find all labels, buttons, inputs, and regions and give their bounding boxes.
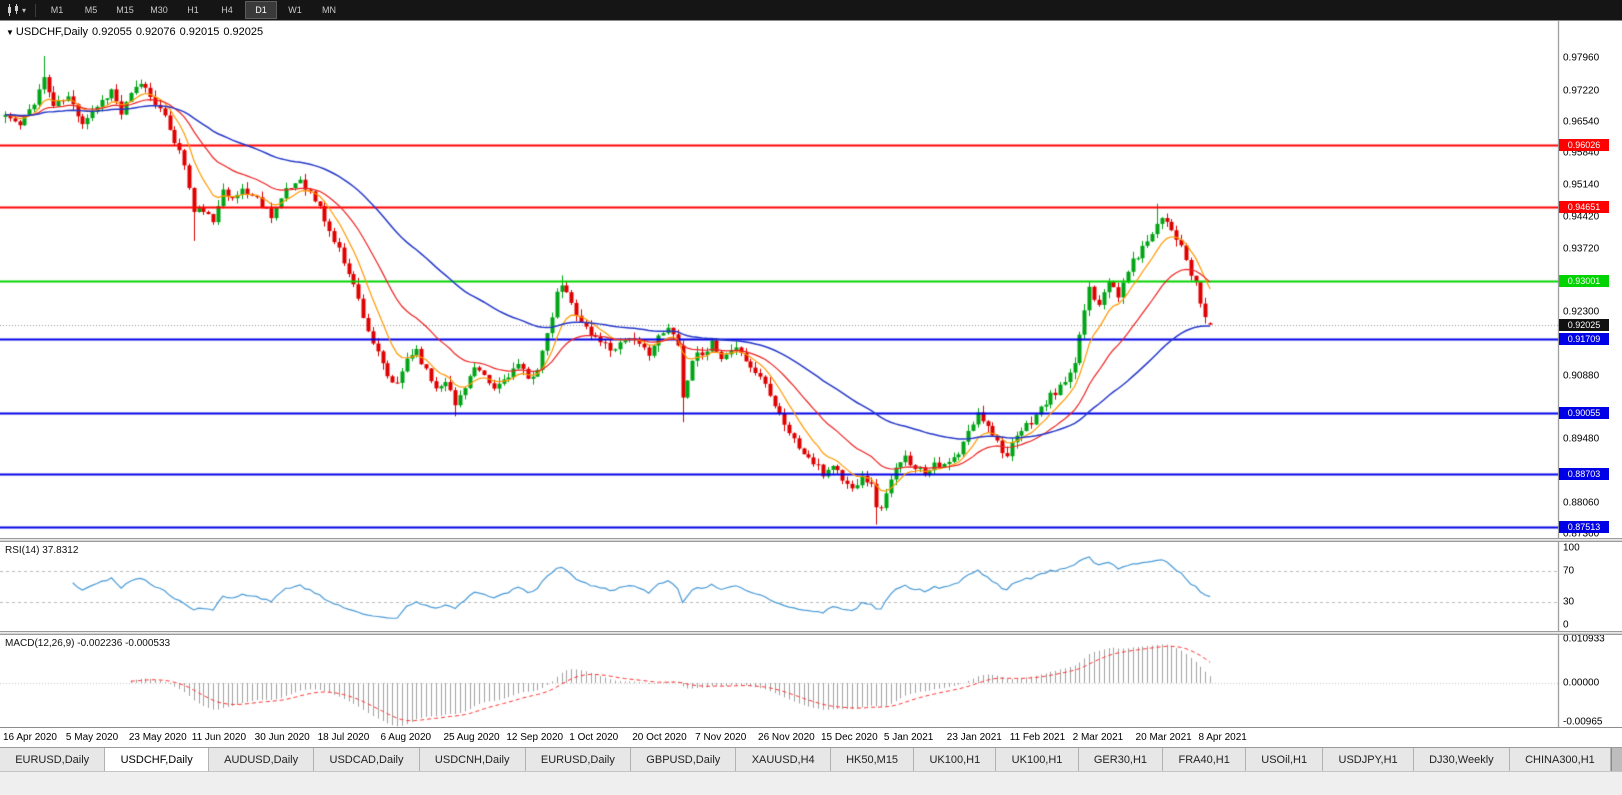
price-axis-label: 0.96540 bbox=[1563, 116, 1600, 128]
chart-tab-fra40-h1[interactable]: FRA40,H1 bbox=[1163, 748, 1247, 771]
chart-tab-bar: EURUSD,Daily USDCHF,Daily AUDUSD,Daily USDC… bbox=[0, 747, 1622, 771]
chart-tab-dj30-weekly[interactable]: DJ30,Weekly bbox=[1413, 748, 1510, 771]
time-axis-label: 20 Mar 2021 bbox=[1135, 732, 1192, 743]
rsi-axis-label: 100 bbox=[1563, 542, 1580, 554]
timeframe-button-m1[interactable]: M1 bbox=[50, 5, 64, 15]
ohlc-open: 0.92055 bbox=[92, 26, 132, 38]
macd-axis-label: -0.00965 bbox=[1563, 716, 1603, 728]
price-axis-label: 0.93720 bbox=[1563, 243, 1600, 255]
time-axis-label: 15 Dec 2020 bbox=[820, 732, 878, 743]
price-chart-canvas[interactable] bbox=[0, 21, 1622, 727]
ohlc-low: 0.92015 bbox=[179, 26, 220, 38]
rsi-axis-label: 0 bbox=[1563, 619, 1569, 631]
timeframe-button-m15[interactable]: M15 bbox=[116, 5, 134, 15]
chart-tab-usdcnh-daily[interactable]: USDCNH,Daily bbox=[419, 748, 526, 771]
price-axis-label: 0.97960 bbox=[1563, 52, 1600, 64]
level-price-badge: 0.88703 bbox=[1559, 467, 1609, 480]
level-price-badge: 0.96026 bbox=[1559, 139, 1609, 152]
time-axis[interactable]: 16 Apr 2020 5 May 2020 23 May 2020 11 Jun 2… bbox=[0, 727, 1622, 747]
rsi-indicator-label: RSI(14) 37.8312 bbox=[5, 545, 79, 556]
price-axis-label: 0.94420 bbox=[1563, 211, 1600, 223]
candlestick-chart-icon bbox=[8, 4, 18, 16]
time-axis-label: 2 Mar 2021 bbox=[1072, 732, 1124, 743]
time-axis-label: 11 Feb 2021 bbox=[1009, 732, 1066, 743]
dropdown-caret-icon: ▾ bbox=[22, 5, 27, 15]
chart-tab-usdjpy-h1[interactable]: USDJPY,H1 bbox=[1323, 748, 1414, 771]
price-axis-label: 0.97220 bbox=[1563, 85, 1600, 97]
macd-axis-label: 0.00000 bbox=[1563, 677, 1600, 689]
time-axis-label: 23 Jan 2021 bbox=[946, 732, 1002, 743]
ohlc-high: 0.92076 bbox=[135, 26, 176, 38]
timeframe-button-h1[interactable]: H1 bbox=[187, 5, 199, 15]
toolbar-separator bbox=[35, 3, 37, 17]
timeframe-button-m30[interactable]: M30 bbox=[150, 5, 168, 15]
time-axis-label: 5 May 2020 bbox=[65, 732, 119, 743]
current-price-badge: 0.92025 bbox=[1559, 318, 1609, 331]
chart-tab-ger30-h1[interactable]: GER30,H1 bbox=[1078, 748, 1164, 771]
chart-tab-usdcad-daily[interactable]: USDCAD,Daily bbox=[314, 748, 420, 771]
symbol-name: USDCHF,Daily bbox=[15, 26, 89, 38]
level-price-badge: 0.91709 bbox=[1559, 332, 1609, 345]
time-axis-label: 25 Aug 2020 bbox=[443, 732, 500, 743]
bottom-status-strip bbox=[0, 771, 1622, 795]
macd-axis-label: 0.010933 bbox=[1563, 633, 1605, 645]
price-axis-label: 0.90880 bbox=[1563, 370, 1600, 382]
level-price-badge: 0.94651 bbox=[1559, 200, 1609, 213]
time-axis-label: 23 May 2020 bbox=[128, 732, 187, 743]
chart-tab-eurusd-daily[interactable]: EURUSD,Daily bbox=[525, 748, 632, 771]
chart-tab-uk100-h1[interactable]: UK100,H1 bbox=[914, 748, 997, 771]
collapse-triangle-icon[interactable]: ▼ bbox=[6, 28, 14, 37]
chart-tab-usoil-h1[interactable]: USOil,H1 bbox=[1246, 748, 1324, 771]
macd-indicator-label: MACD(12,26,9) -0.002236 -0.000533 bbox=[5, 638, 171, 649]
price-axis-label: 0.92300 bbox=[1563, 306, 1600, 318]
chart-tab-xauusd-h4[interactable]: XAUUSD,H4 bbox=[736, 748, 831, 771]
chart-tab-gbpusd-daily[interactable]: GBPUSD,Daily bbox=[631, 748, 737, 771]
rsi-axis-label: 30 bbox=[1563, 596, 1575, 608]
level-price-badge: 0.90055 bbox=[1559, 407, 1609, 419]
time-axis-label: 1 Oct 2020 bbox=[569, 732, 619, 743]
time-axis-label: 5 Jan 2021 bbox=[883, 732, 934, 743]
time-axis-label: 12 Sep 2020 bbox=[506, 732, 564, 743]
price-axis-label: 0.95140 bbox=[1563, 179, 1600, 191]
symbol-ohlc-label: ▼ USDCHF,Daily 0.92055 0.92076 0.92015 0.9202… bbox=[6, 26, 267, 38]
chart-tab-hk50-m15[interactable]: HK50,M15 bbox=[830, 748, 915, 771]
timeframe-buttons: M1 M5 M15 M30 H1 H4 D1 W1 MN bbox=[41, 1, 345, 19]
chart-tab-eurusd-daily[interactable]: EURUSD,Daily bbox=[0, 748, 106, 771]
price-axis-label: 0.87360 bbox=[1563, 528, 1600, 540]
price-axis-label: 0.88060 bbox=[1563, 497, 1600, 509]
time-axis-label: 16 Apr 2020 bbox=[3, 732, 57, 743]
time-axis-label: 20 Oct 2020 bbox=[632, 732, 687, 743]
level-price-badge: 0.93001 bbox=[1559, 274, 1609, 287]
time-axis-label: 26 Nov 2020 bbox=[758, 732, 815, 743]
chart-window[interactable]: ▼ USDCHF,Daily 0.92055 0.92076 0.92015 0.9202… bbox=[0, 20, 1622, 727]
price-axis-label: 0.89480 bbox=[1563, 433, 1600, 445]
time-axis-label: 11 Jun 2020 bbox=[191, 732, 247, 743]
time-axis-label: 18 Jul 2020 bbox=[317, 732, 370, 743]
tab-overflow-sliver[interactable] bbox=[1611, 748, 1622, 771]
price-axis-label: 0.95840 bbox=[1563, 147, 1600, 159]
timeframe-button-w1[interactable]: W1 bbox=[288, 5, 302, 15]
macd-panel-splitter[interactable] bbox=[0, 631, 1622, 635]
level-price-badge: 0.87513 bbox=[1559, 521, 1609, 534]
time-axis-label: 7 Nov 2020 bbox=[695, 732, 747, 743]
chart-tab-audusd-daily[interactable]: AUDUSD,Daily bbox=[208, 748, 315, 771]
chart-tab-uk100-h1[interactable]: UK100,H1 bbox=[996, 748, 1079, 771]
chart-tab-usdchf-daily[interactable]: USDCHF,Daily bbox=[105, 748, 209, 771]
timeframe-button-m5[interactable]: M5 bbox=[84, 5, 98, 15]
time-axis-label: 8 Apr 2021 bbox=[1198, 732, 1247, 743]
chart-tab-china300-h1[interactable]: CHINA300,H1 bbox=[1509, 748, 1612, 771]
chart-mode-button[interactable]: ▾ bbox=[3, 2, 30, 18]
rsi-axis-label: 70 bbox=[1563, 565, 1575, 577]
timeframe-button-mn[interactable]: MN bbox=[322, 5, 337, 15]
timeframe-button-d1[interactable]: D1 bbox=[245, 1, 278, 19]
rsi-panel-splitter[interactable] bbox=[0, 538, 1622, 542]
timeframe-toolbar: ▾ M1 M5 M15 M30 H1 H4 D1 W1 MN bbox=[0, 0, 1622, 20]
time-axis-label: 30 Jun 2020 bbox=[254, 732, 310, 743]
timeframe-button-h4[interactable]: H4 bbox=[221, 5, 233, 15]
time-axis-label: 6 Aug 2020 bbox=[380, 732, 432, 743]
ohlc-close: 0.92025 bbox=[223, 26, 264, 38]
